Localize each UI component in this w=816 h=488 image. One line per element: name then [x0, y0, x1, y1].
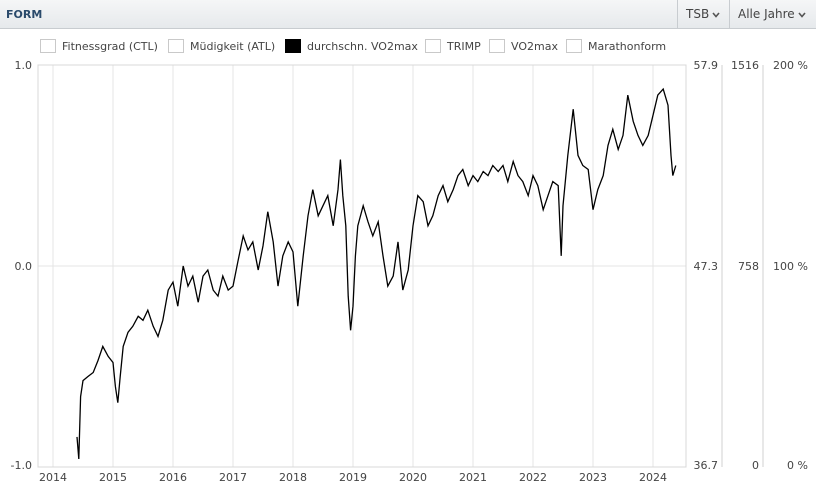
x-tick-label: 2017 — [219, 471, 247, 484]
right-tick-label: 0 — [752, 459, 759, 472]
chevron-down-icon — [798, 0, 806, 29]
legend-label: durchschn. VO2max — [307, 40, 418, 53]
tsb-dropdown[interactable]: TSB — [677, 0, 729, 28]
right-tick-label: 758 — [738, 260, 759, 273]
x-tick-label: 2021 — [459, 471, 487, 484]
legend-label: Marathonform — [588, 40, 667, 53]
x-tick-label: 2023 — [579, 471, 607, 484]
legend-label: Fitnessgrad (CTL) — [62, 40, 158, 53]
x-tick-label: 2019 — [339, 471, 367, 484]
plot-frame — [37, 64, 687, 468]
x-tick-label: 2022 — [519, 471, 547, 484]
x-tick-label: 2020 — [399, 471, 427, 484]
series-line-avg-vo2max — [76, 87, 677, 460]
legend-label: Müdigkeit (ATL) — [190, 40, 276, 53]
form-header: FORM TSB Alle Jahre — [0, 0, 816, 29]
legend-label: TRIMP — [447, 40, 481, 53]
chevron-down-icon — [712, 0, 720, 29]
legend-checkbox[interactable] — [425, 39, 441, 53]
x-tick-label: 2014 — [39, 471, 67, 484]
left-tick-label: -1.0 — [11, 459, 32, 472]
x-tick-label: 2016 — [159, 471, 187, 484]
legend-checkbox[interactable] — [285, 39, 301, 53]
years-dropdown[interactable]: Alle Jahre — [729, 0, 816, 28]
legend-label: VO2max — [511, 40, 558, 53]
x-tick-label: 2024 — [639, 471, 667, 484]
x-tick-label: 2018 — [279, 471, 307, 484]
right-tick-label: 1516 — [731, 59, 759, 72]
legend-checkbox[interactable] — [489, 39, 505, 53]
legend-checkbox[interactable] — [40, 39, 56, 53]
left-tick-label: 1.0 — [15, 59, 33, 72]
x-tick-label: 2015 — [99, 471, 127, 484]
right-tick-label: 57.9 — [694, 59, 719, 72]
tsb-dropdown-label: TSB — [686, 7, 710, 21]
right-tick-label: 47.3 — [694, 260, 719, 273]
right-tick-label: 200 % — [773, 59, 808, 72]
right-tick-label: 100 % — [773, 260, 808, 273]
years-dropdown-label: Alle Jahre — [738, 7, 795, 21]
panel-title: FORM — [6, 8, 43, 21]
right-tick-label: 36.7 — [694, 459, 719, 472]
right-tick-label: 0 % — [787, 459, 808, 472]
left-tick-label: 0.0 — [15, 260, 33, 273]
legend-checkbox[interactable] — [566, 39, 582, 53]
legend-checkbox[interactable] — [168, 39, 184, 53]
